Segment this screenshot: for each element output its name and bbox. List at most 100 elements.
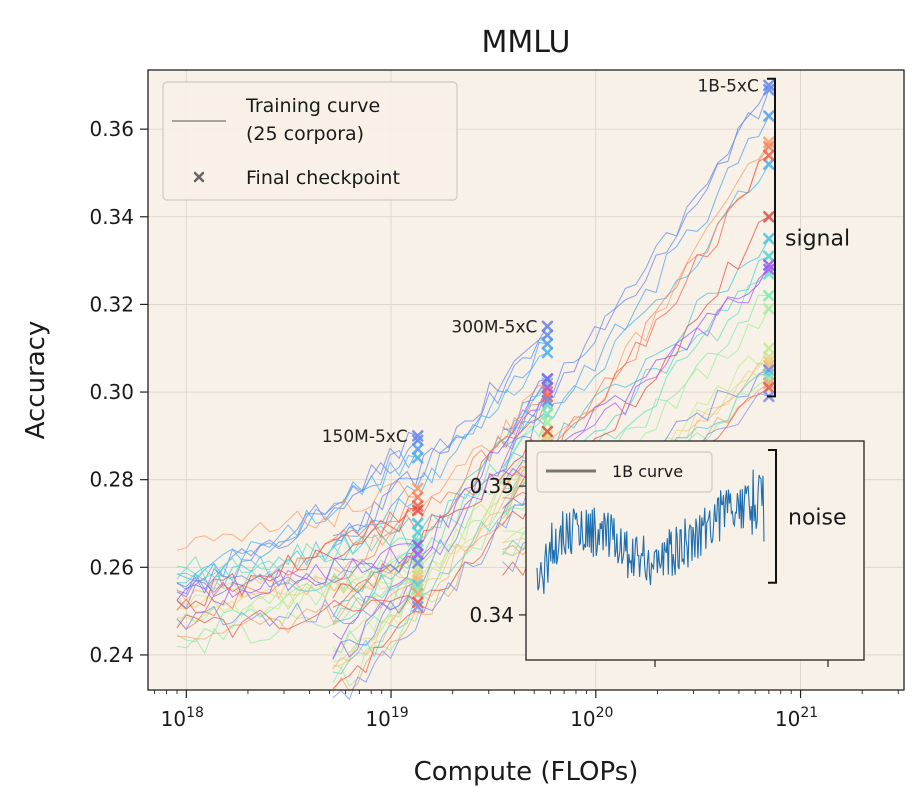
final-checkpoint-marker bbox=[411, 587, 424, 600]
final-checkpoint-marker bbox=[411, 539, 424, 552]
signal-label: signal bbox=[785, 227, 850, 252]
model-group-label: 300M-5xC bbox=[451, 317, 537, 337]
inset-legend-label: 1B curve bbox=[612, 462, 683, 481]
final-checkpoint-marker bbox=[411, 434, 424, 447]
training-curve bbox=[332, 466, 548, 701]
plot-frame bbox=[147, 69, 905, 691]
training-curve bbox=[176, 594, 418, 639]
training-curve bbox=[332, 444, 548, 670]
model-group-labels: 150M-5xC 300M-5xC 1B-5xC bbox=[322, 76, 759, 447]
training-curve bbox=[176, 523, 419, 581]
model-group-label: 150M-5xC bbox=[322, 427, 408, 447]
legend-label-training-curve: Training curve bbox=[245, 95, 380, 117]
final-checkpoint-marker bbox=[411, 557, 424, 569]
final-checkpoint-marker bbox=[763, 83, 775, 96]
y-tick-label: 0.34 bbox=[89, 205, 134, 229]
y-tick-label: 0.28 bbox=[89, 468, 134, 492]
final-checkpoint-marker bbox=[763, 381, 775, 394]
y-tick-label: 0.24 bbox=[89, 643, 134, 667]
x-axis-ticks: 1018 1019 1020 1021 bbox=[154, 690, 899, 731]
signal-bracket-line bbox=[767, 77, 776, 398]
final-checkpoint-marker bbox=[541, 381, 554, 394]
y-tick-label: 0.36 bbox=[89, 117, 134, 141]
final-checkpoint-marker bbox=[541, 408, 554, 420]
training-curve bbox=[176, 507, 418, 610]
training-curve bbox=[176, 549, 419, 643]
training-curve bbox=[176, 454, 418, 582]
final-checkpoint-marker bbox=[541, 329, 554, 341]
x-tick-label: 1018 bbox=[161, 705, 204, 731]
training-curve bbox=[176, 594, 419, 631]
final-checkpoint-marker bbox=[763, 110, 775, 122]
training-curve bbox=[332, 431, 548, 654]
legend-box bbox=[162, 81, 458, 201]
legend: Training curve (25 corpora) Final checkp… bbox=[162, 81, 458, 201]
x-tick-base: 10 bbox=[161, 707, 186, 731]
training-curve bbox=[176, 496, 418, 630]
training-curve bbox=[176, 555, 418, 595]
final-checkpoint-marker bbox=[763, 302, 775, 315]
inset-1b-line bbox=[536, 469, 765, 595]
training-curve bbox=[502, 115, 770, 448]
x-tick-base: 10 bbox=[365, 707, 390, 731]
final-checkpoint-marker bbox=[541, 346, 554, 359]
training-curve bbox=[332, 334, 548, 537]
y-tick-label: 0.26 bbox=[89, 555, 134, 579]
inset-legend-box bbox=[536, 451, 713, 493]
training-curve bbox=[332, 457, 548, 693]
grid-lines bbox=[148, 70, 904, 690]
training-curve bbox=[176, 505, 418, 614]
training-curve bbox=[332, 461, 548, 690]
final-checkpoint-marker bbox=[411, 600, 424, 613]
x-tick-exponent: 19 bbox=[391, 705, 409, 721]
inset-y-tick-label: 0.35 bbox=[469, 474, 514, 498]
final-checkpoint-marker bbox=[411, 517, 424, 530]
training-curve bbox=[176, 481, 419, 551]
noise-label: noise bbox=[788, 505, 847, 530]
training-curve bbox=[176, 543, 418, 606]
final-checkpoint-marker bbox=[411, 548, 424, 560]
training-curve bbox=[332, 435, 548, 669]
final-checkpoint-marker bbox=[411, 482, 424, 495]
training-curve bbox=[332, 431, 548, 599]
final-checkpoint-marker bbox=[411, 491, 424, 504]
legend-marker-swatch bbox=[193, 171, 205, 183]
x-tick-exponent: 21 bbox=[800, 705, 818, 721]
training-curve bbox=[176, 546, 418, 598]
final-checkpoint-marker bbox=[411, 504, 424, 517]
final-checkpoint-marker bbox=[411, 443, 424, 455]
model-group-label: 1B-5xC bbox=[697, 76, 758, 96]
x-tick-label: 1021 bbox=[775, 705, 818, 731]
training-curve bbox=[332, 422, 548, 662]
training-curve bbox=[176, 431, 418, 609]
final-checkpoint-marker bbox=[763, 342, 775, 355]
final-checkpoint-marker bbox=[541, 425, 554, 438]
training-curve bbox=[176, 584, 419, 640]
training-curve bbox=[332, 400, 548, 660]
final-checkpoint-marker bbox=[411, 526, 424, 539]
final-checkpoint-marker bbox=[541, 320, 554, 333]
x-tick-label: 1019 bbox=[365, 705, 408, 731]
inset-1b-curve: 0.34 0.35 1B curve noise bbox=[469, 440, 865, 667]
chart-title: MMLU bbox=[482, 25, 571, 60]
training-curve bbox=[332, 378, 548, 641]
final-checkpoint-marker bbox=[763, 210, 775, 223]
final-checkpoint-marker bbox=[763, 263, 775, 276]
final-checkpoint-marker bbox=[763, 289, 775, 302]
y-axis-label: Accuracy bbox=[21, 321, 51, 440]
final-checkpoint-marker bbox=[541, 373, 554, 385]
x-tick-exponent: 18 bbox=[186, 705, 204, 721]
x-tick-label: 1020 bbox=[570, 705, 613, 731]
legend-cross-marker bbox=[193, 171, 205, 183]
training-curve bbox=[332, 387, 548, 659]
final-checkpoint-marker bbox=[763, 158, 775, 171]
training-curve bbox=[176, 566, 418, 593]
final-checkpoint-marker bbox=[763, 140, 775, 153]
inset-y-tick-label: 0.34 bbox=[469, 603, 514, 627]
final-checkpoint-marker bbox=[541, 338, 554, 350]
x-axis-label: Compute (FLOPs) bbox=[414, 757, 639, 787]
final-checkpoint-marker bbox=[763, 250, 775, 263]
noise-bracket: noise bbox=[768, 449, 847, 584]
final-checkpoint-marker bbox=[411, 451, 424, 464]
